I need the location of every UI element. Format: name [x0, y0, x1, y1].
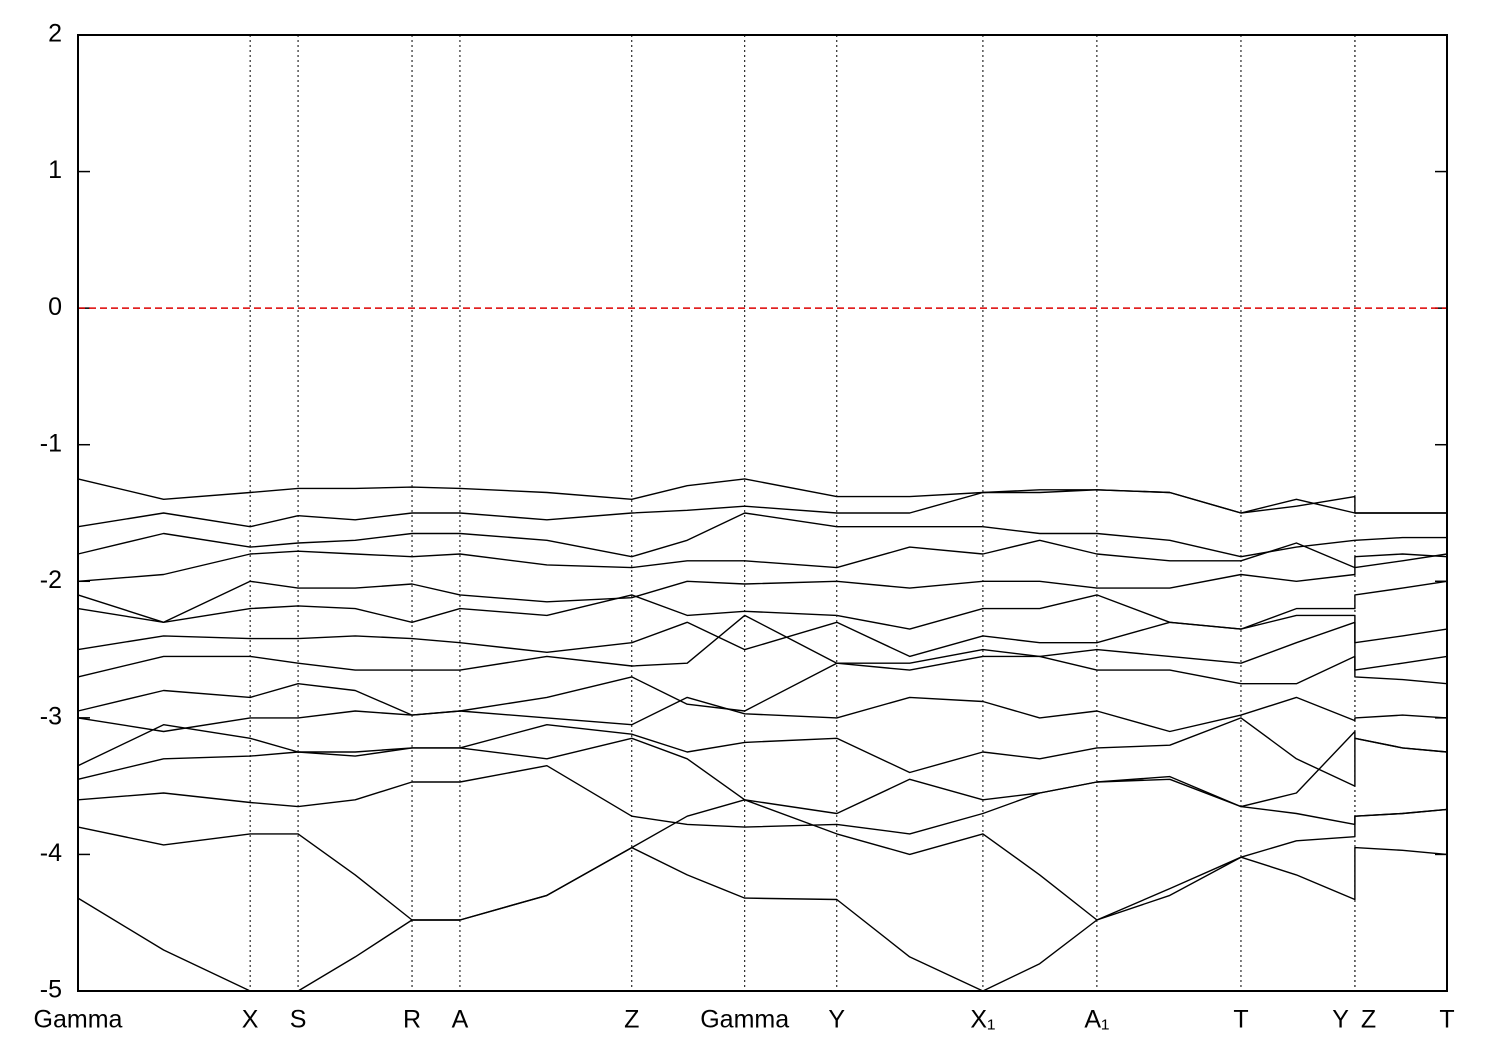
x-tick-label: Gamma: [700, 1006, 789, 1034]
x-tick-label: T: [1439, 1006, 1454, 1034]
x-tick-label: Z: [624, 1006, 639, 1034]
band-line: [77, 730, 1448, 815]
band-line: [77, 717, 1448, 787]
y-tick-label: -3: [40, 702, 62, 730]
band-line: [77, 489, 1447, 528]
band-line: [77, 846, 1448, 992]
band-line: [77, 765, 1448, 835]
band-line: [77, 799, 1448, 921]
x-tick-label: R: [403, 1006, 421, 1034]
band-line: [77, 614, 1448, 658]
x-tick-label: Gamma: [34, 1006, 123, 1034]
y-tick-label: -5: [40, 976, 62, 1004]
y-tick-label: -2: [40, 566, 62, 594]
x-tick-label: A₁: [1084, 1006, 1109, 1034]
x-tick-label: S: [290, 1006, 307, 1034]
band-line: [77, 696, 1448, 733]
y-tick-label: -4: [40, 839, 62, 867]
x-tick-label: Y: [1332, 1006, 1349, 1034]
x-tick-label: A: [452, 1006, 469, 1034]
x-tick-label: Y: [828, 1006, 845, 1034]
y-tick-label: 1: [48, 156, 62, 184]
y-tick-label: -1: [40, 429, 62, 457]
y-tick-label: 2: [48, 20, 62, 48]
plot-frame: [77, 34, 1448, 992]
x-tick-label: X: [242, 1006, 259, 1034]
band-line: [77, 580, 1448, 630]
band-line: [77, 553, 1448, 623]
x-tick-label: X₁: [970, 1006, 995, 1034]
band-line: [77, 512, 1447, 558]
band-line: [77, 614, 1448, 678]
x-tick-label: T: [1233, 1006, 1248, 1034]
band-line: [77, 539, 1448, 582]
x-tick-label: Z: [1361, 1006, 1376, 1034]
band-line: [77, 478, 1447, 514]
y-tick-label: 0: [48, 293, 62, 321]
